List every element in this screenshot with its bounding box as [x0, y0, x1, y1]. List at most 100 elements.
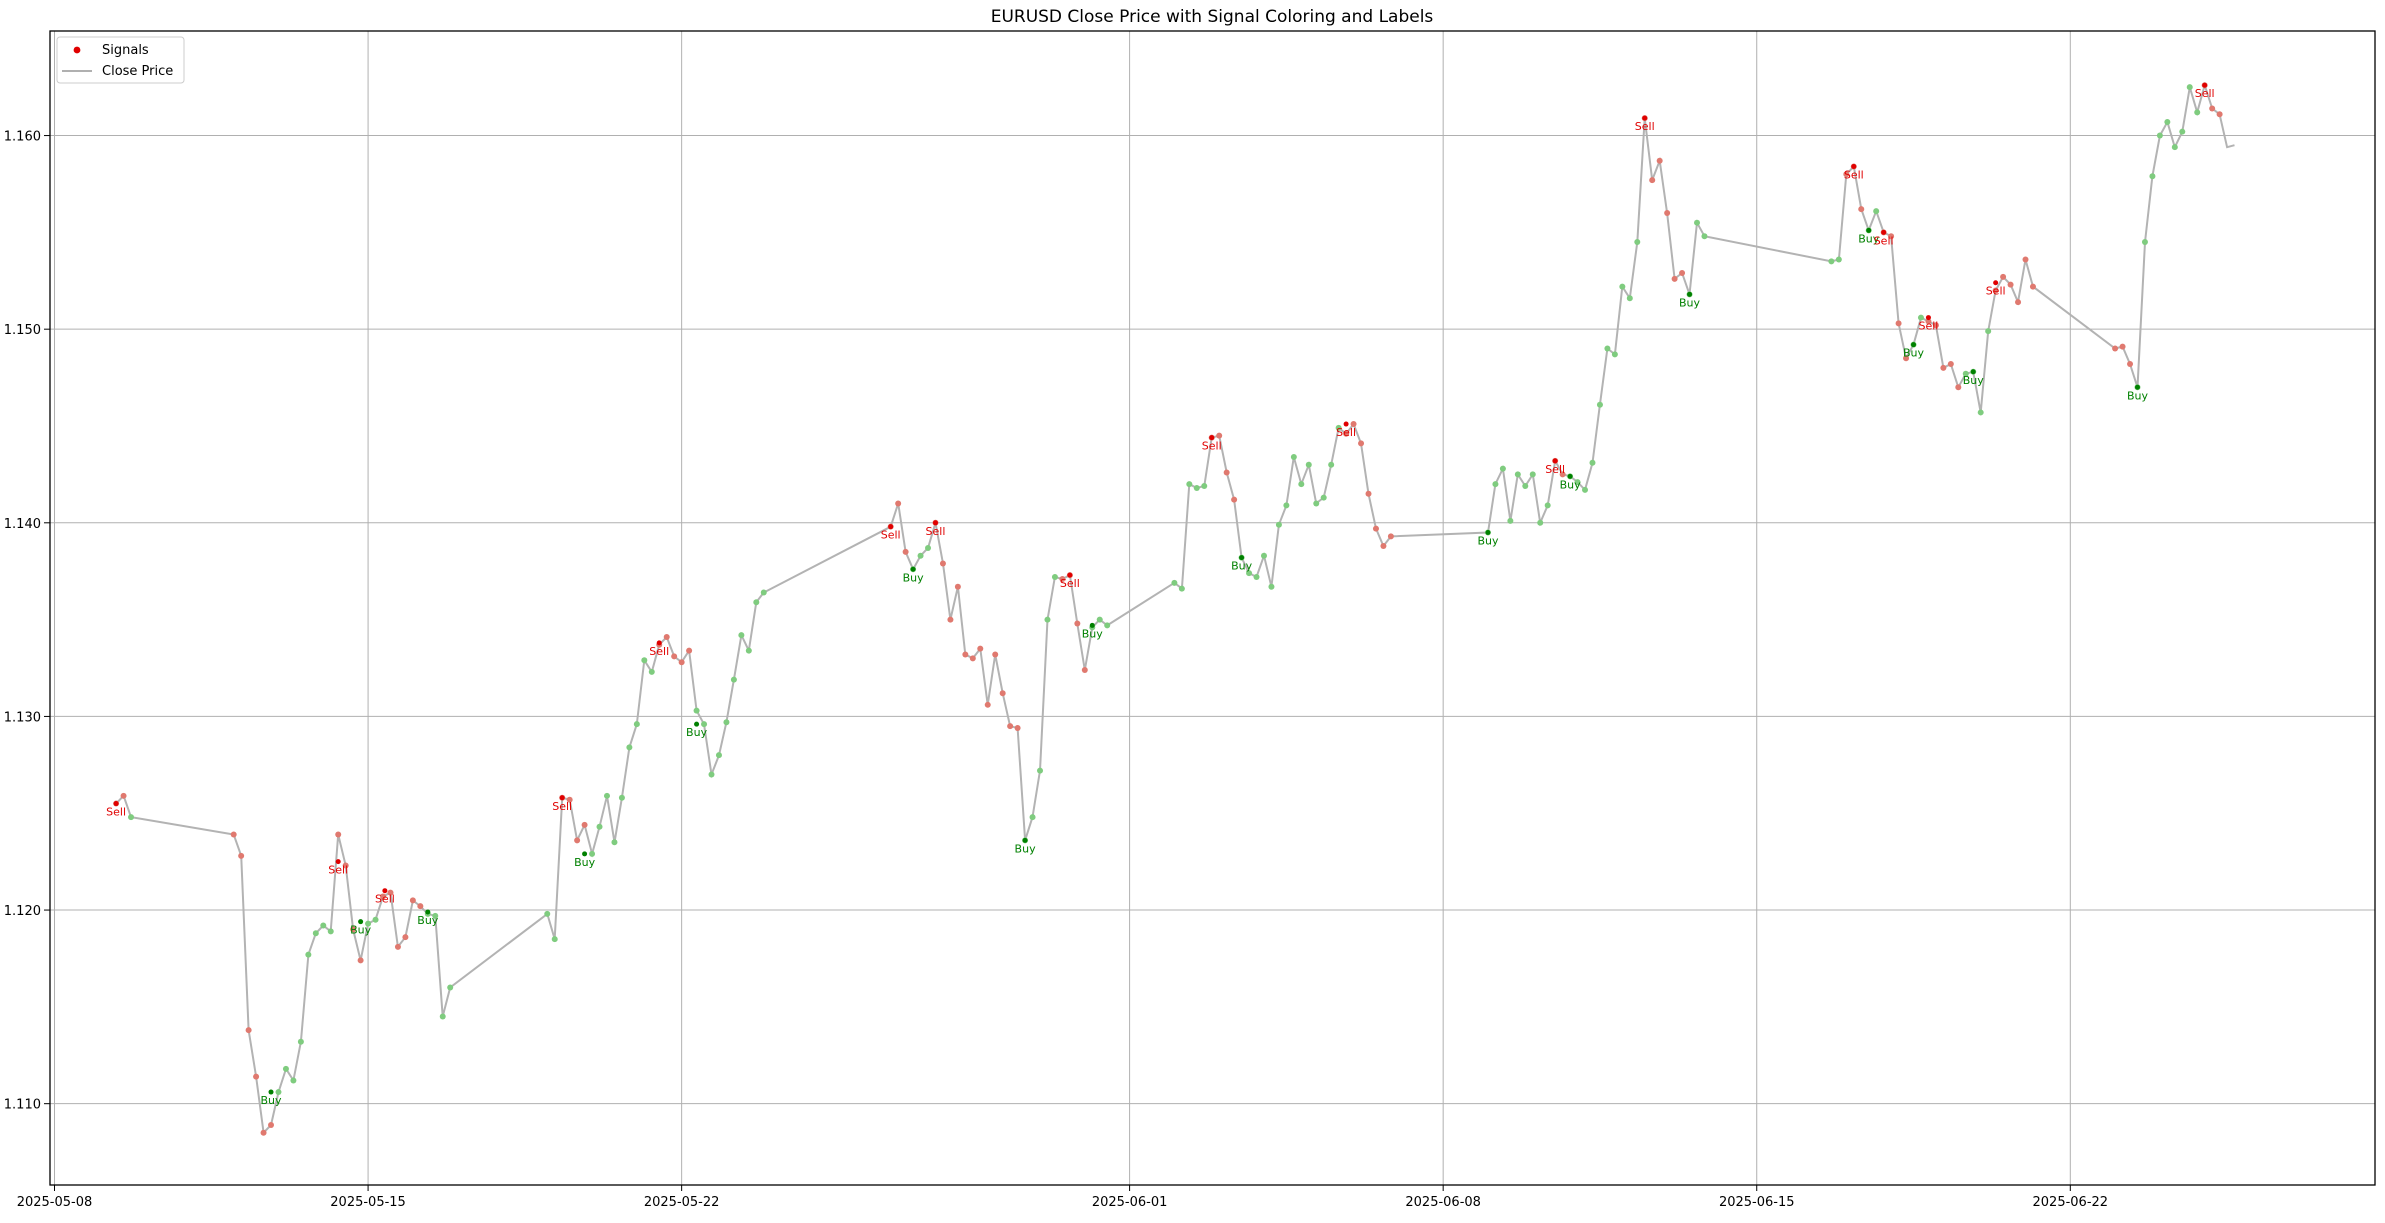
sell-signal-point	[268, 1121, 275, 1128]
buy-signal-point	[1977, 409, 1984, 416]
buy-signal-point	[447, 984, 454, 991]
buy-signal-point	[1917, 314, 1924, 321]
buy-signal-point	[365, 920, 372, 927]
signal-marker	[268, 1089, 274, 1095]
sell-signal-point	[947, 616, 954, 623]
sell-signal-point	[2007, 281, 2014, 288]
buy-signal-point	[1574, 479, 1581, 486]
buy-signal-point	[1537, 519, 1544, 526]
signal-label: Sell	[1844, 169, 1864, 182]
sell-signal-point	[1059, 575, 1066, 582]
signal-label: Sell	[106, 806, 126, 819]
buy-signal-point	[1246, 570, 1253, 577]
buy-signal-point	[1096, 616, 1103, 623]
sell-signal-point	[939, 560, 946, 567]
sell-signal-point	[2112, 345, 2119, 352]
signal-marker	[1485, 529, 1491, 535]
signal-label: Sell	[1202, 440, 1222, 453]
buy-signal-point	[439, 1013, 446, 1020]
sell-signal-point	[977, 645, 984, 652]
buy-signal-point	[596, 823, 603, 830]
signal-marker	[910, 566, 916, 572]
buy-signal-point	[1582, 486, 1589, 493]
buy-signal-point	[708, 771, 715, 778]
buy-signal-point	[1634, 239, 1641, 246]
signal-label: Sell	[1336, 426, 1356, 439]
signal-label: Buy	[1082, 627, 1104, 640]
buy-signal-point	[1499, 465, 1506, 472]
sell-signal-point	[1925, 318, 1932, 325]
buy-signal-point	[626, 744, 633, 751]
plot-frame	[49, 30, 2376, 1186]
buy-signal-point	[305, 951, 312, 958]
buy-signal-point	[701, 721, 708, 728]
sell-signal-point	[1216, 432, 1223, 439]
buy-signal-point	[1514, 471, 1521, 478]
buy-signal-point	[723, 719, 730, 726]
signal-label: Sell	[1919, 320, 1939, 333]
buy-signal-point	[128, 814, 135, 821]
sell-signal-point	[999, 690, 1006, 697]
buy-signal-point	[1178, 585, 1185, 592]
sell-signal-point	[678, 659, 685, 666]
x-tick-label: 2025-06-08	[1405, 1195, 1481, 1210]
sell-signal-point	[417, 903, 424, 910]
x-tick-label: 2025-06-22	[2033, 1195, 2109, 1210]
signal-labels-layer: SellBuySellBuySellBuySellBuySellBuySellB…	[106, 87, 2214, 1107]
sell-signal-point	[686, 647, 693, 654]
sell-signal-point	[120, 792, 127, 799]
sell-signal-point	[1007, 723, 1014, 730]
signal-label: Buy	[686, 726, 708, 739]
signal-marker	[1866, 227, 1872, 233]
buy-signal-point	[648, 668, 655, 675]
buy-signal-point	[1626, 295, 1633, 302]
buy-signal-point	[1544, 502, 1551, 509]
sell-signal-point	[992, 651, 999, 658]
signal-marker	[1343, 421, 1349, 427]
sell-signal-point	[1380, 543, 1387, 550]
buy-signal-point	[1290, 453, 1297, 460]
signal-marker	[1022, 837, 1028, 843]
signal-marker	[1993, 280, 1999, 286]
sell-signal-point	[1223, 469, 1230, 476]
chart-title: EURUSD Close Price with Signal Coloring …	[991, 7, 1434, 27]
buy-signal-point	[1201, 483, 1208, 490]
signal-label: Buy	[2127, 389, 2149, 402]
buy-signal-point	[1522, 483, 1529, 490]
buy-signal-point	[1328, 461, 1335, 468]
buy-signal-point	[1029, 814, 1036, 821]
buy-signal-point	[1611, 351, 1618, 358]
signal-points-layer	[113, 82, 2223, 1136]
sell-signal-point	[409, 897, 416, 904]
buy-signal-point	[641, 657, 648, 664]
sell-signal-point	[253, 1073, 260, 1080]
buy-signal-point	[925, 544, 932, 551]
buy-signal-point	[753, 599, 760, 606]
buy-signal-point	[1835, 256, 1842, 263]
signal-marker	[358, 919, 364, 925]
sell-signal-point	[357, 957, 364, 964]
buy-signal-point	[611, 839, 618, 846]
buy-signal-point	[730, 676, 737, 683]
axis-ticks: 2025-05-08 2025-05-15 2025-05-22 2025-06-01…	[4, 130, 2108, 1210]
sell-signal-point	[1679, 270, 1686, 277]
sell-signal-point	[1940, 364, 1947, 371]
buy-signal-point	[320, 922, 327, 929]
buy-signal-point	[1694, 219, 1701, 226]
sell-signal-point	[1932, 322, 1939, 329]
buy-signal-point	[738, 632, 745, 639]
price-line-layer	[115, 81, 2235, 1135]
sell-signal-point	[245, 1027, 252, 1034]
buy-signal-point	[1604, 345, 1611, 352]
buy-signal-point	[1873, 208, 1880, 215]
sell-signal-point	[663, 634, 670, 641]
buy-signal-point	[1298, 481, 1305, 488]
buy-signal-point	[2141, 239, 2148, 246]
x-tick-label: 2025-06-15	[1719, 1195, 1795, 1210]
sell-signal-point	[2000, 273, 2007, 280]
sell-signal-point	[2022, 256, 2029, 263]
signal-label: Sell	[552, 800, 572, 813]
sell-signal-point	[954, 583, 961, 590]
signal-label: Sell	[1060, 577, 1080, 590]
sell-signal-point	[1947, 361, 1954, 368]
